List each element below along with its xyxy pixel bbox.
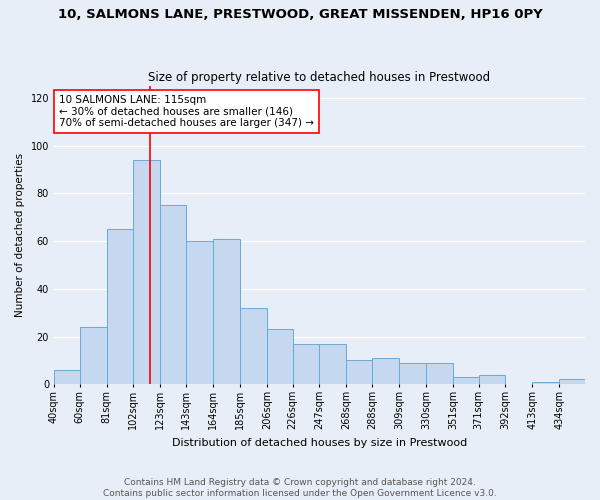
Title: Size of property relative to detached houses in Prestwood: Size of property relative to detached ho… (148, 70, 491, 84)
Bar (107, 229, 133, 384)
Bar (186, 241, 213, 384)
Text: Contains HM Land Registry data © Crown copyright and database right 2024.
Contai: Contains HM Land Registry data © Crown c… (103, 478, 497, 498)
Bar (293, 344, 319, 384)
Bar (426, 363, 453, 384)
Bar (453, 377, 479, 384)
Bar (319, 344, 346, 384)
Bar (399, 363, 426, 384)
Text: 10, SALMONS LANE, PRESTWOOD, GREAT MISSENDEN, HP16 0PY: 10, SALMONS LANE, PRESTWOOD, GREAT MISSE… (58, 8, 542, 20)
X-axis label: Distribution of detached houses by size in Prestwood: Distribution of detached houses by size … (172, 438, 467, 448)
Bar (80, 327, 107, 384)
Bar (532, 382, 559, 384)
Bar (559, 380, 585, 384)
Bar (346, 360, 372, 384)
Bar (133, 160, 160, 384)
Bar (372, 358, 399, 384)
Bar (240, 308, 267, 384)
Bar (267, 330, 293, 384)
Bar (54, 370, 80, 384)
Bar (160, 206, 186, 384)
Text: 10 SALMONS LANE: 115sqm
← 30% of detached houses are smaller (146)
70% of semi-d: 10 SALMONS LANE: 115sqm ← 30% of detache… (59, 95, 314, 128)
Bar (479, 374, 505, 384)
Bar (213, 238, 240, 384)
Y-axis label: Number of detached properties: Number of detached properties (15, 153, 25, 317)
